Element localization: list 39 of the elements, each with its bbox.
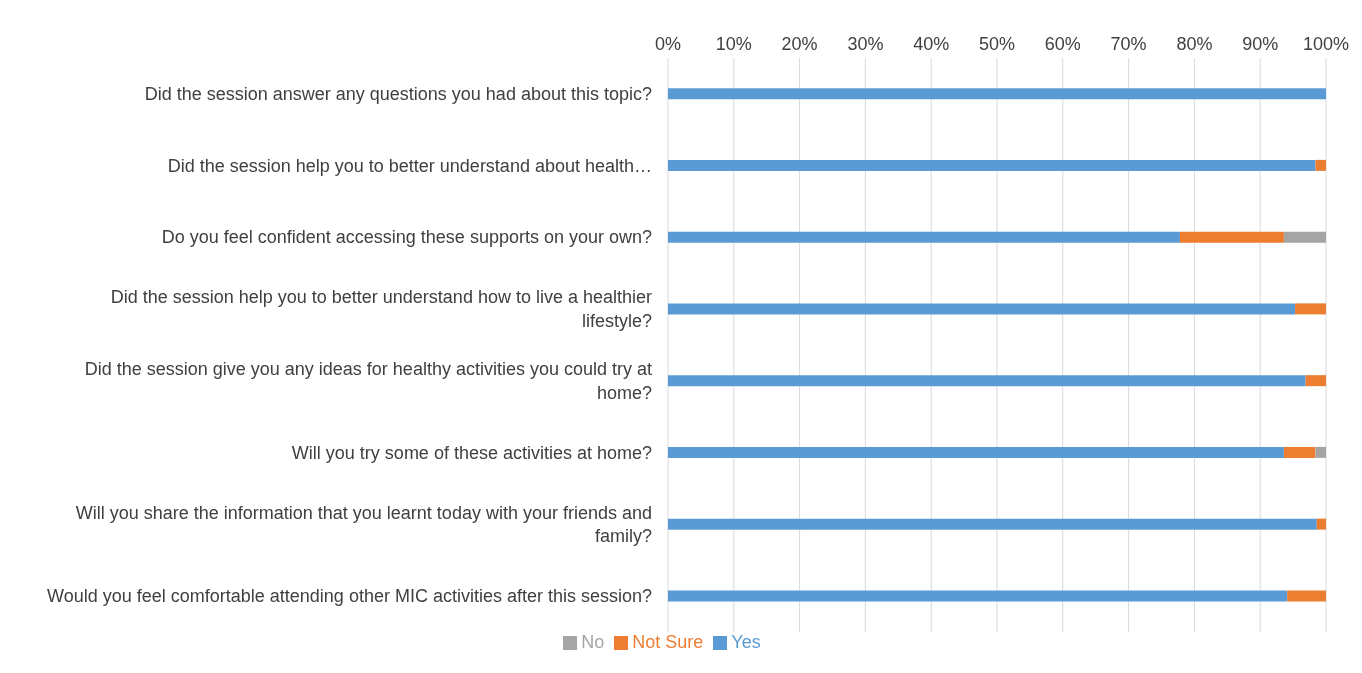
bar (668, 446, 1284, 458)
bar (1295, 303, 1326, 315)
y-tick-label: Will you share the information that you learnt today with your friends and family? (75, 502, 652, 547)
legend-label: Yes (731, 632, 761, 652)
y-tick-label: Will you try some of these activities at home? (291, 442, 652, 463)
bar (1316, 518, 1326, 530)
y-tick-label: Did the session help you to better understand about health… (167, 155, 652, 176)
legend-label: No (581, 632, 605, 652)
bar (668, 303, 1296, 315)
x-tick-label: 70% (1110, 34, 1147, 54)
x-tick-label: 20% (781, 34, 818, 54)
bar (1287, 590, 1326, 602)
bar (668, 518, 1317, 530)
bar (668, 590, 1288, 602)
y-tick-label: Would you feel comfortable attending other MIC activities after this session? (47, 586, 652, 607)
bar (668, 159, 1316, 171)
x-tick-label: 40% (913, 34, 950, 54)
bar (668, 375, 1306, 387)
x-tick-label: 50% (978, 34, 1016, 54)
bar (1315, 159, 1326, 171)
bar (668, 231, 1180, 243)
legend-label: Not Sure (632, 632, 704, 652)
bar (1179, 231, 1284, 243)
bar (668, 88, 1326, 100)
y-tick-label: Did the session help you to better understand how to live a healthier lifestyle? (110, 287, 652, 331)
x-tick-label: 30% (847, 34, 884, 54)
bar (1283, 231, 1326, 243)
bar (1315, 446, 1326, 458)
x-tick-label: 0% (654, 34, 682, 54)
y-tick-label: Did the session give you any ideas for healthy activities you could try at home? (84, 359, 652, 403)
y-tick-label: Do you feel confident accessing these supports on your own? (161, 227, 652, 248)
y-tick-label: Did the session answer any questions you had about this topic? (144, 83, 652, 104)
bar (1283, 446, 1316, 458)
x-tick-label: 10% (715, 34, 752, 54)
x-tick-label: 100% (1302, 34, 1350, 54)
x-tick-label: 60% (1044, 34, 1081, 54)
x-tick-label: 90% (1242, 34, 1279, 54)
bar (1305, 375, 1326, 387)
x-tick-label: 80% (1176, 34, 1213, 54)
